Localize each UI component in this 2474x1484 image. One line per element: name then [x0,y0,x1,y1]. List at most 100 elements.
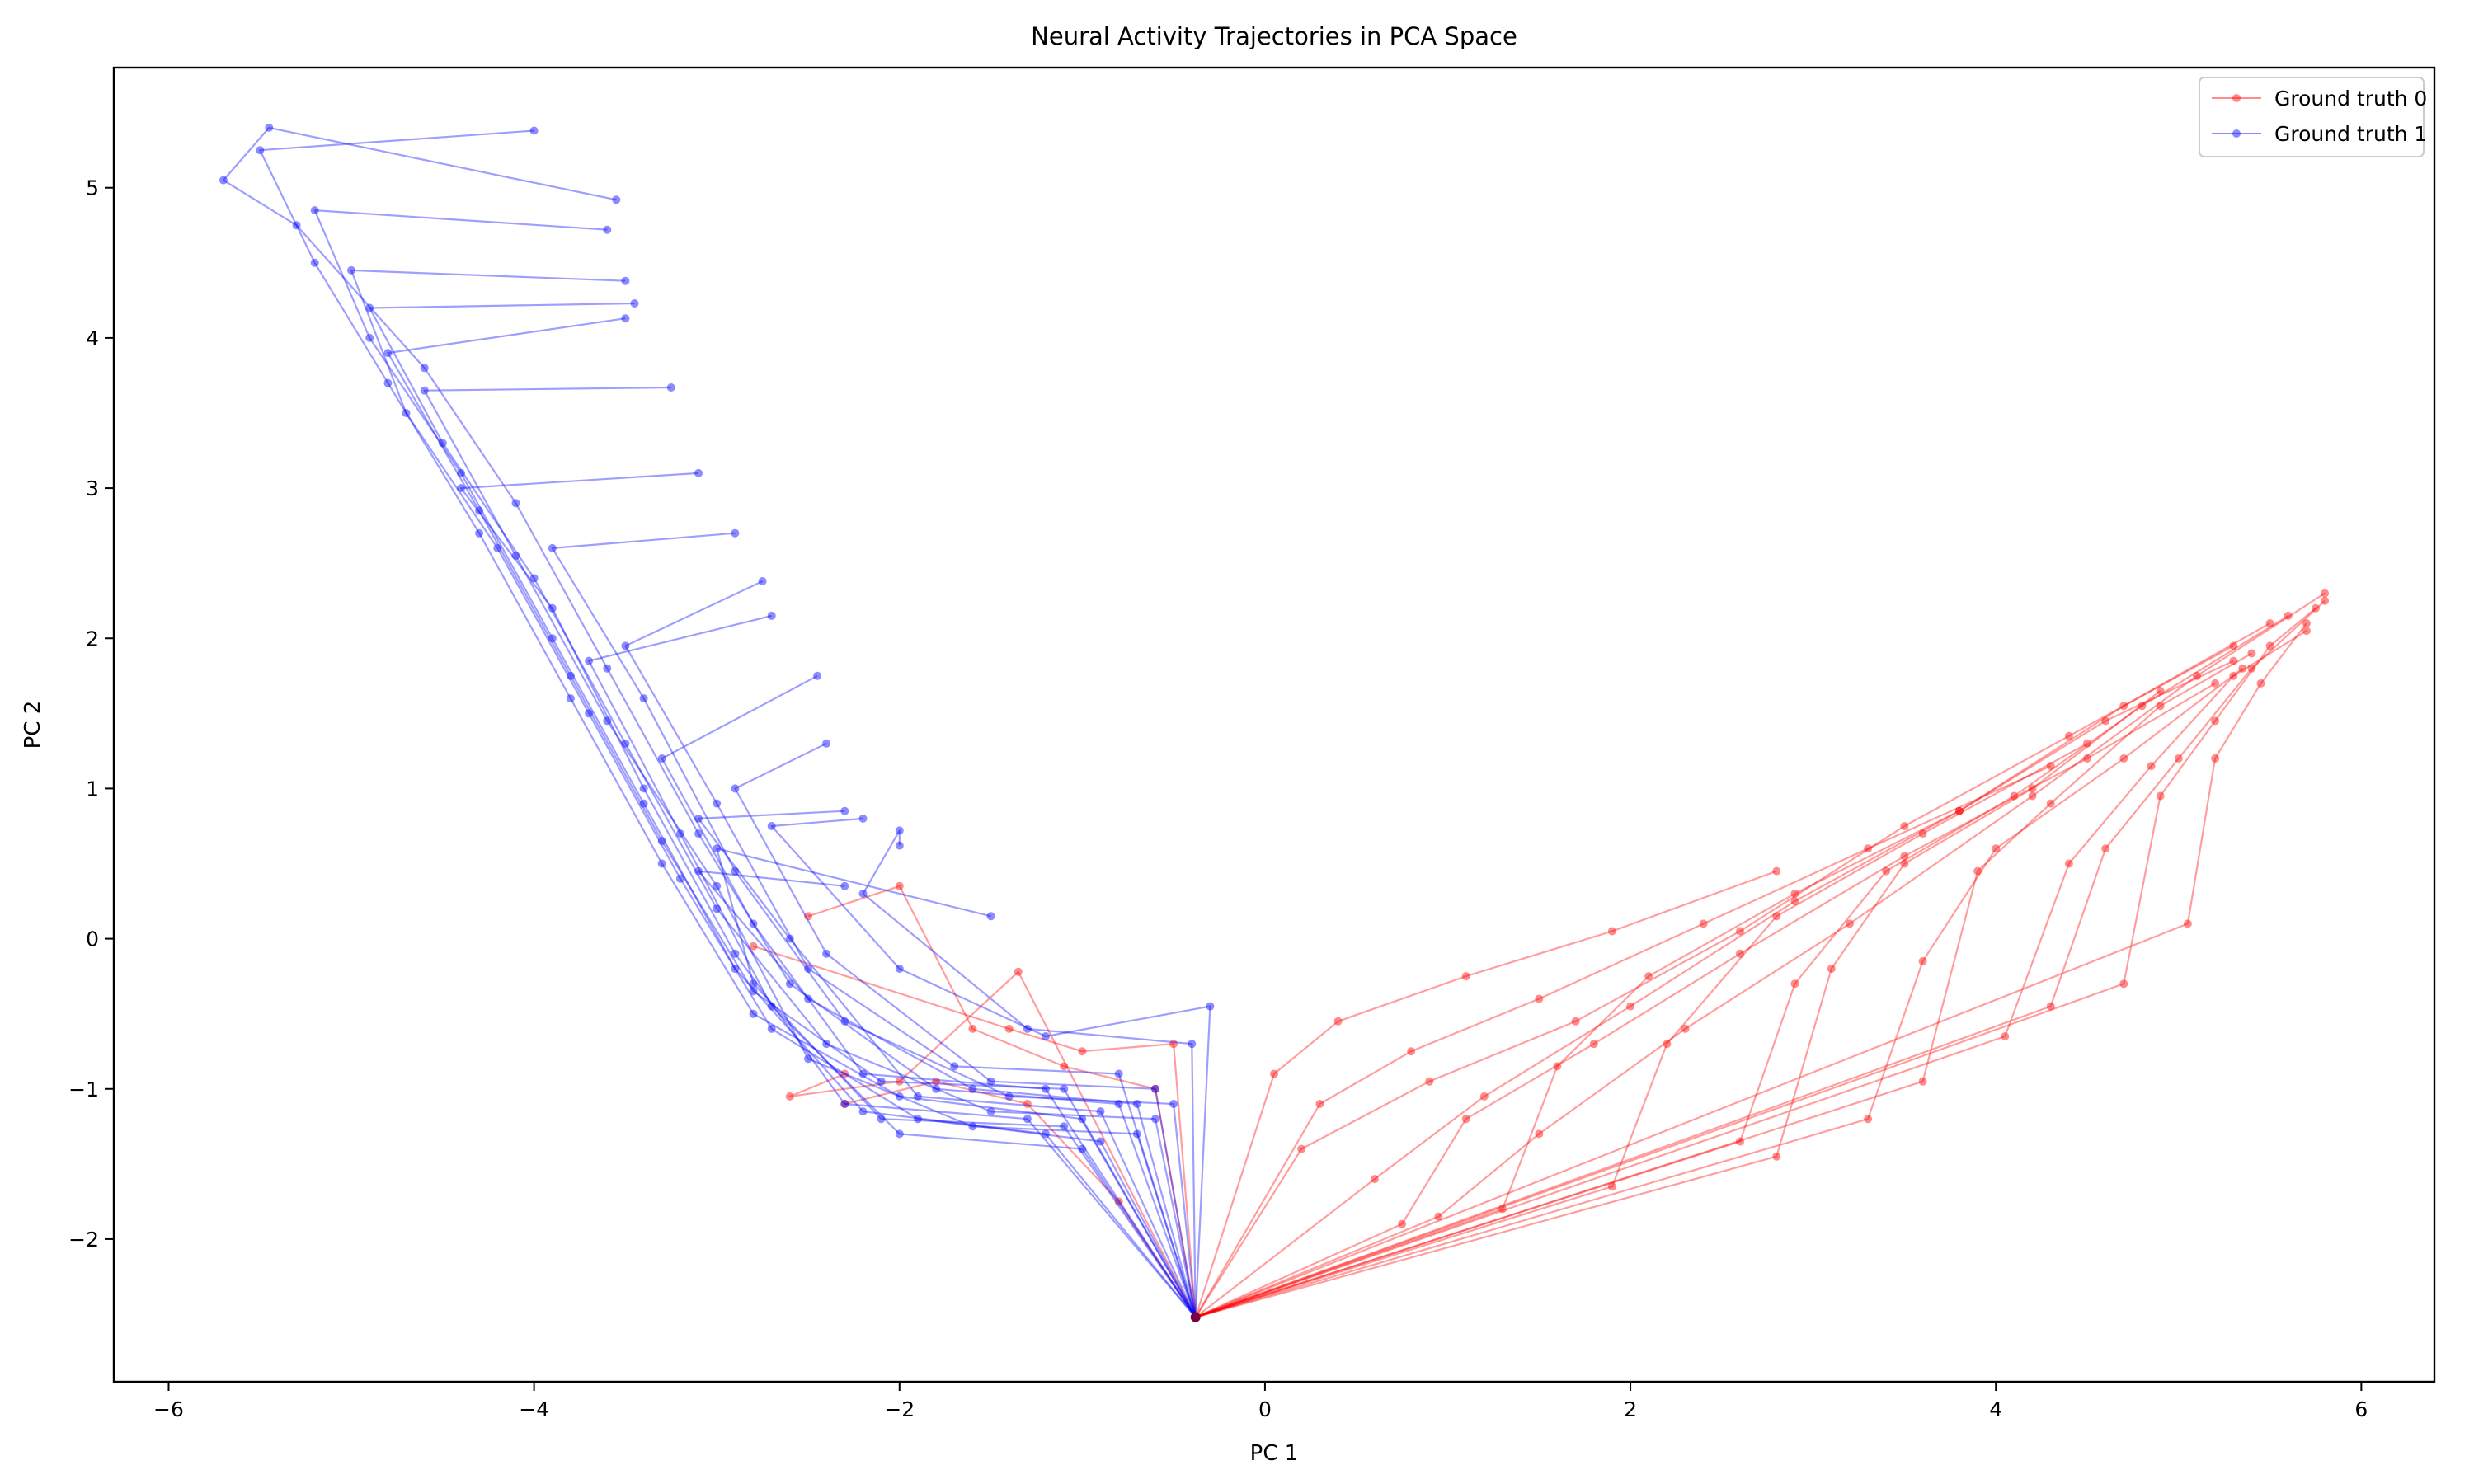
trajectory-line [1195,592,2326,1318]
trajectory-point [548,543,557,552]
trajectory-point [1846,919,1854,928]
trajectory-point [621,739,630,748]
trajectory-point [2119,979,2128,989]
trajectory-point [2083,754,2091,763]
trajectory-point [767,1024,776,1033]
trajectory-point [1297,1144,1306,1153]
trajectory-point [2302,619,2311,627]
trajectory-point [2229,641,2238,650]
axes-frame [112,66,2436,1383]
trajectory-point [822,949,831,958]
trajectory-point [1078,1115,1087,1124]
trajectory-point [813,671,822,680]
trajectory-point [1790,979,1799,989]
y-axis-label: PC 2 [21,701,45,749]
trajectory-point [804,994,812,1003]
trajectory-point [877,1077,886,1086]
trajectory-point [895,881,904,890]
trajectory-point [566,671,575,680]
trajectory-point [2229,656,2238,665]
trajectory-line [770,817,1211,1317]
trajectory-point [2156,791,2165,801]
trajectory-point [457,468,465,477]
plot-area: −6 −4 −2 0 2 4 6 −2 −1 0 1 2 3 4 5 [68,66,2436,1421]
trajectory-line [1195,682,2216,1318]
trajectory-point [2312,603,2320,613]
trajectory-point [1060,1084,1069,1093]
trajectory-point [2101,844,2110,853]
trajectory-point [1023,1115,1032,1124]
trajectory-point [694,814,703,823]
y-tick-label: 2 [86,627,99,650]
trajectory-point [785,979,794,989]
trajectory-point [2001,1032,2010,1040]
trajectory-point [932,1084,941,1093]
x-axis-label: PC 1 [1250,1441,1299,1466]
trajectory-point [347,265,355,275]
trajectory-point [913,1115,922,1124]
trajectory-point [749,1009,758,1018]
trajectory-point [511,552,520,561]
trajectory-point [1918,956,1927,965]
trajectory-point [1864,844,1873,853]
trajectory-point [2238,664,2247,673]
trajectory-point [749,919,758,928]
trajectory-point [1699,919,1708,928]
trajectory-point [475,528,484,538]
trajectory-point [1114,1069,1123,1078]
trajectory-point [383,378,393,387]
trajectory-point [1004,1092,1014,1101]
trajectory-line [1195,667,2243,1318]
trajectory-point [968,1084,977,1093]
trajectory-point [1882,866,1891,876]
trajectory-point [2247,664,2256,673]
legend-label-ground-truth-0: Ground truth 0 [2274,87,2427,110]
trajectory-point [1900,822,1909,830]
trajectory-point [1535,1129,1544,1139]
trajectory-line [1195,614,2289,1318]
trajectory-point [840,1100,849,1108]
trajectory-point [2147,762,2156,771]
x-tick-label: −6 [153,1397,184,1421]
trajectory-point [1973,866,1982,876]
trajectory-point [840,881,849,890]
trajectory-point [731,965,740,973]
trajectory-point [1407,1047,1416,1056]
trajectory-point [694,866,703,876]
trajectory-point [2256,679,2265,688]
y-tick-label: 1 [86,777,99,801]
trajectory-point [529,574,539,583]
trajectory-point [2138,702,2147,711]
trajectory-point [2247,649,2256,658]
trajectory-point [657,837,666,846]
trajectory-point [895,826,904,835]
trajectory-point [2265,641,2274,650]
legend-frame [2199,77,2425,157]
trajectory-point [1900,859,1909,868]
trajectory-line [844,1080,1197,1318]
trajectory-point [1736,949,1744,958]
trajectory-point [1151,1084,1159,1093]
trajectory-point [858,1107,868,1116]
trajectory-point [657,754,666,763]
trajectory-point [895,1092,904,1101]
trajectory-point [1151,1084,1159,1093]
trajectory-point [2028,791,2037,801]
trajectory-point [1900,852,1909,861]
trajectory-line [350,269,1197,1318]
series-layer [219,123,2330,1322]
trajectory-line [697,810,1197,1318]
trajectory-point [858,814,868,823]
trajectory-point [785,1092,794,1101]
trajectory-point [639,784,648,793]
trajectory-point [804,965,812,973]
trajectory-line [1194,765,2052,1318]
trajectory-point [1736,1137,1744,1146]
trajectory-point [858,889,868,898]
trajectory-point [840,1069,849,1078]
trajectory-point [1078,1144,1087,1153]
trajectory-point [2064,859,2073,868]
y-tick-label: −1 [68,1078,99,1101]
trajectory-point [666,383,675,392]
trajectory-line [551,532,1197,1317]
